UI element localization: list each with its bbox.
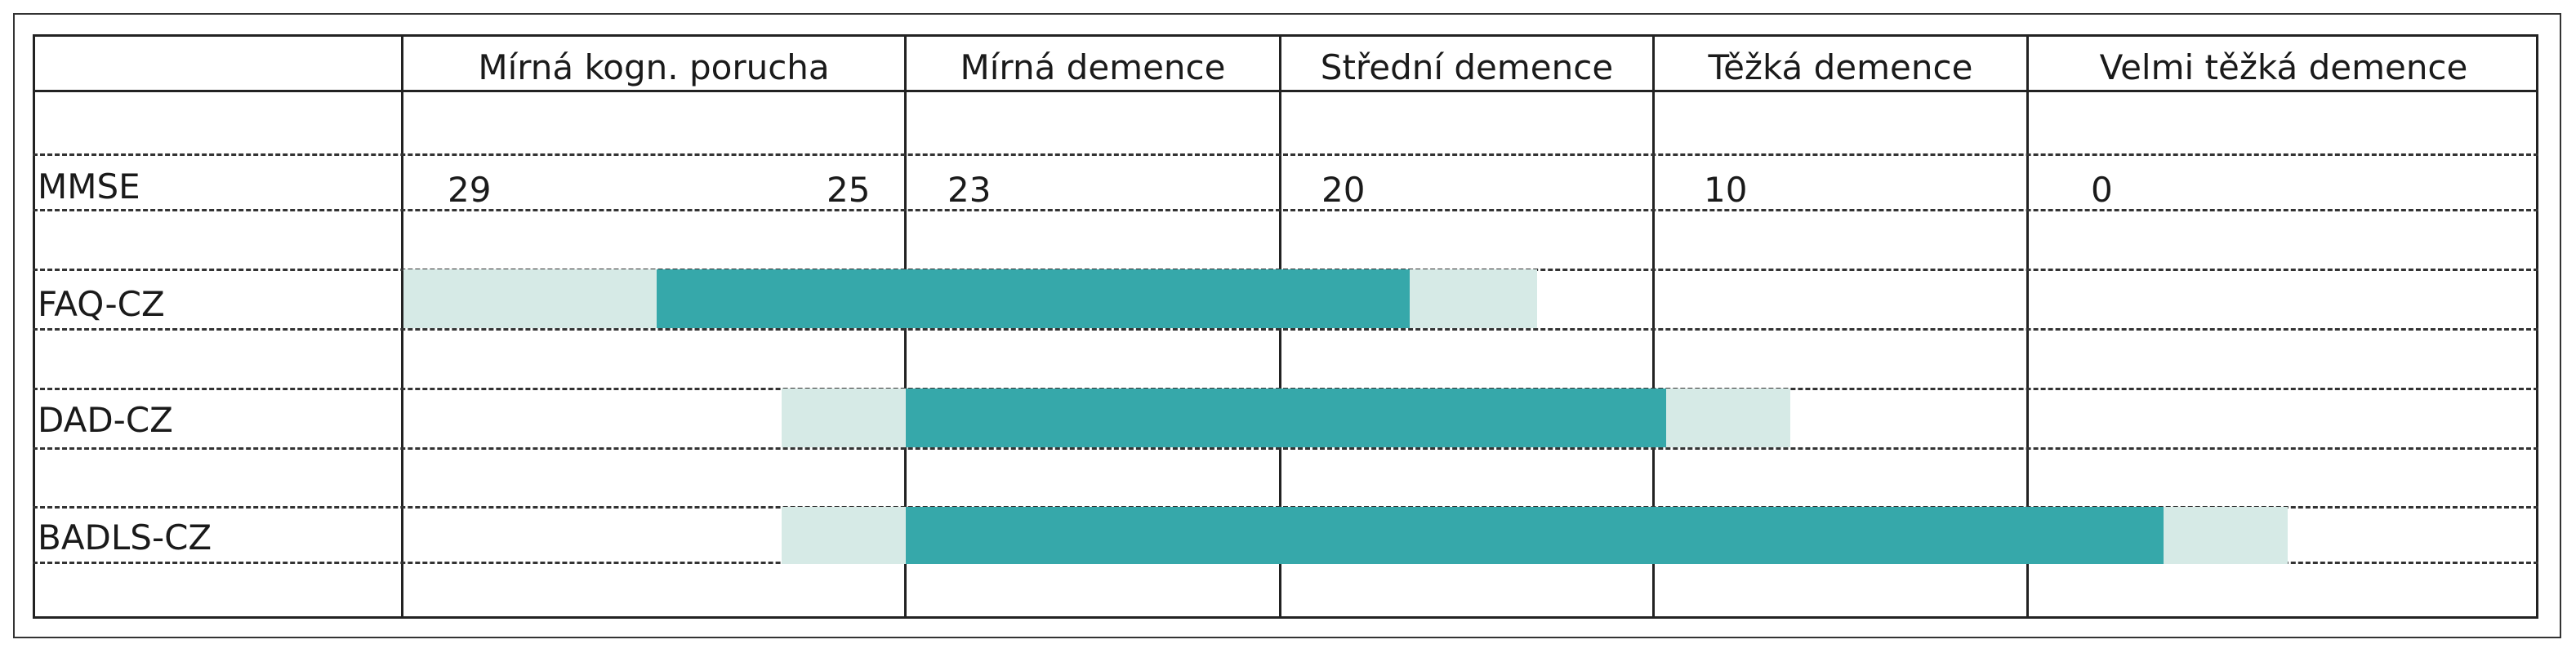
mmse-value: 29 [448, 170, 492, 210]
column-header-very-severe-dementia: Velmi těžká demence [2099, 47, 2468, 87]
row-divider [33, 153, 2538, 156]
badls-core-range-bar [906, 507, 2164, 564]
mmse-value: 25 [827, 170, 871, 210]
column-divider [2026, 34, 2029, 619]
mmse-value: 0 [2091, 170, 2113, 210]
badls-range-extension-right [2164, 507, 2288, 564]
column-header-severe-dementia: Těžká demence [1708, 47, 1973, 87]
dad-core-range-bar [906, 389, 1666, 447]
mmse-value: 23 [947, 170, 992, 210]
header-divider [33, 90, 2538, 92]
badls-range-extension-left [782, 507, 906, 564]
column-header-mild-cognitive-impairment: Mírná kogn. porucha [478, 47, 830, 87]
faq-core-range-bar [657, 269, 1410, 328]
column-divider [1652, 34, 1655, 619]
dad-range-extension-left [782, 389, 906, 447]
row-label-mmse: MMSE [38, 167, 140, 207]
row-label-faq: FAQ-CZ [38, 284, 165, 324]
outer-frame [13, 13, 2561, 638]
scale-range-table [33, 34, 2538, 619]
faq-range-extension-right [1410, 269, 1537, 328]
dad-range-extension-right [1666, 389, 1790, 447]
row-label-dad: DAD-CZ [38, 400, 173, 440]
column-divider [401, 34, 403, 619]
row-label-badls: BADLS-CZ [38, 518, 212, 557]
mmse-value: 10 [1704, 170, 1748, 210]
mmse-value: 20 [1321, 170, 1366, 210]
row-divider [33, 447, 2538, 450]
column-header-moderate-dementia: Střední demence [1320, 47, 1614, 87]
row-divider [33, 328, 2538, 331]
column-header-mild-dementia: Mírná demence [960, 47, 1226, 87]
row-divider [33, 209, 2538, 211]
faq-range-extension-left [403, 269, 657, 328]
